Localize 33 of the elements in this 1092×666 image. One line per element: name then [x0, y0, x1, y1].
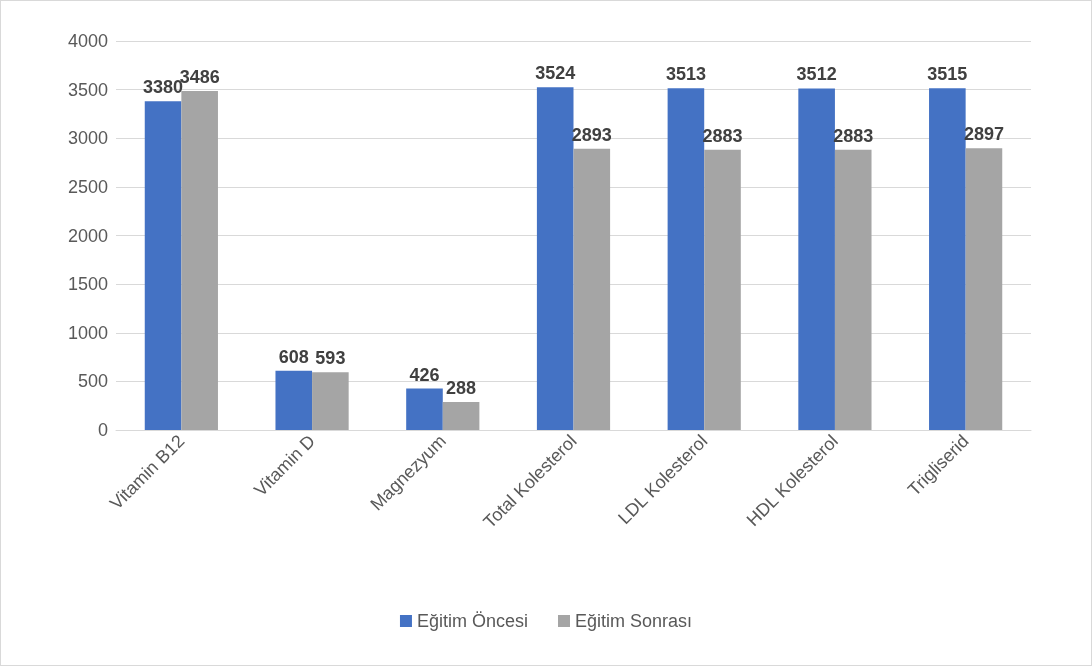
- bar: [929, 88, 966, 430]
- y-tick-label: 3500: [67, 79, 108, 100]
- legend-label: Eğitim Öncesi: [416, 611, 529, 631]
- bar: [965, 148, 1003, 430]
- data-label: 3524: [535, 63, 576, 84]
- y-tick-label: 2500: [67, 176, 108, 197]
- bar: [406, 388, 443, 430]
- data-label: 288: [446, 377, 477, 398]
- data-label: 3512: [796, 64, 837, 85]
- legend-label: Eğitim Sonrası: [574, 611, 693, 631]
- bar: [442, 401, 480, 430]
- y-tick-label: 3000: [67, 128, 108, 149]
- bar: [704, 149, 741, 430]
- data-label: 593: [315, 348, 346, 369]
- bar: [798, 88, 835, 430]
- bar: [667, 88, 705, 430]
- y-tick-label: 1500: [67, 274, 108, 295]
- bar: [573, 148, 611, 430]
- bar: [144, 101, 182, 430]
- data-label: 426: [409, 364, 440, 385]
- data-label: 3513: [665, 64, 706, 85]
- data-label: 608: [278, 346, 309, 367]
- data-label: 3515: [927, 64, 968, 85]
- y-tick-label: 4000: [67, 31, 108, 51]
- y-tick-label: 500: [77, 371, 108, 392]
- bar: [275, 370, 313, 430]
- bar: [312, 372, 349, 430]
- bar: [834, 149, 872, 430]
- y-tick-label: 0: [97, 420, 108, 440]
- y-tick-label: 2000: [67, 225, 108, 246]
- bar: [536, 87, 574, 430]
- bar: [181, 90, 218, 430]
- y-tick-label: 1000: [67, 322, 108, 343]
